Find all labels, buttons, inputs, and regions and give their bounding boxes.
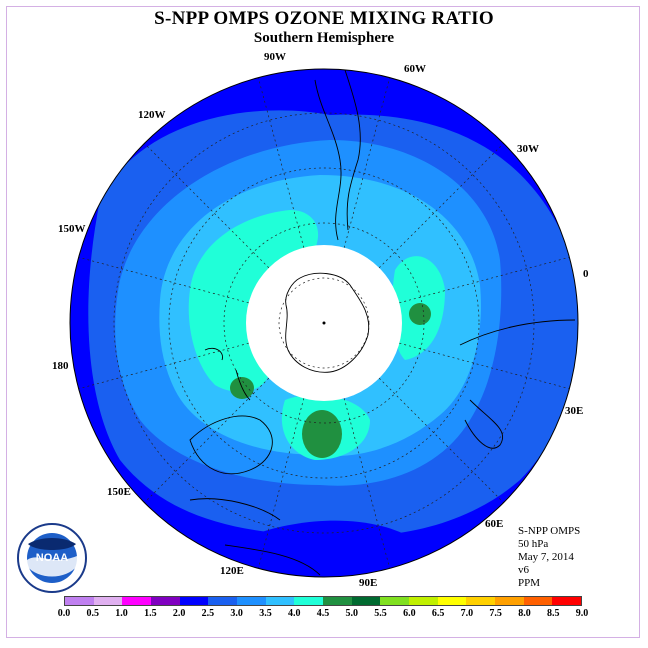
contour-4.5-patch-east [409, 303, 431, 325]
meridian-line [343, 77, 391, 248]
colorbar-cell [552, 597, 582, 605]
meridian-line [78, 342, 249, 390]
colorbar-tick-label: 0.0 [57, 608, 71, 619]
colorbar-cell [495, 597, 524, 605]
colorbar-cell [466, 597, 496, 605]
lon-label-60w: 60W [404, 63, 426, 75]
noaa-logo-text: NOAA [36, 552, 68, 564]
noaa-logo: NOAA [17, 523, 87, 593]
lon-label-0: 0 [583, 268, 589, 280]
lon-label-90w: 90W [264, 51, 286, 63]
south-pole-dot [322, 321, 326, 325]
colorbar-tick-label: 4.0 [287, 608, 301, 619]
graticule-meridians [78, 77, 570, 569]
coastlines [189, 69, 576, 576]
info-block: S-NPP OMPS 50 hPa May 7, 2014 v6 PPM [518, 525, 580, 590]
meridian-line [257, 77, 305, 248]
meridian-line [399, 342, 570, 390]
meridian-line [378, 143, 504, 269]
colorbar-tick-label: 2.0 [172, 608, 186, 619]
colorbar-tick-label: 2.5 [201, 608, 215, 619]
colorbar-cell [437, 597, 467, 605]
meridian-line [343, 398, 391, 569]
colorbar-tick-label: 5.0 [345, 608, 359, 619]
colorbar-cell [208, 597, 238, 605]
colorbar-cell [65, 597, 94, 605]
map-subtitle: Southern Hemisphere [253, 30, 395, 46]
colorbar-cell [237, 597, 266, 605]
info-product: S-NPP OMPS [518, 525, 581, 537]
colorbar-tick-label: 3.5 [259, 608, 272, 619]
ozone-field [70, 69, 578, 577]
colorbar-cell [380, 597, 410, 605]
colorbar-cell [122, 597, 152, 605]
info-date: May 7, 2014 [518, 551, 574, 563]
colorbar-tick-label: 7.5 [489, 608, 502, 619]
new-zealand-coast [204, 347, 251, 401]
lon-label-120w: 120W [138, 109, 166, 121]
figure-frame [6, 6, 640, 638]
colorbar-tick-label: 3.0 [230, 608, 243, 619]
colorbar-tick-label: 8.0 [518, 608, 531, 619]
info-units: PPM [518, 577, 541, 589]
colorbar-cell [409, 597, 438, 605]
meridian-line [144, 143, 270, 269]
colorbar-tick-label: 0.5 [86, 608, 100, 619]
colorbar-cell [294, 597, 324, 605]
colorbar-tick-label: 9.0 [575, 608, 589, 619]
colorbar-tick-label: 7.0 [460, 608, 474, 619]
lon-label-30e: 30E [565, 405, 584, 417]
lon-label-150e: 150E [107, 486, 131, 498]
indonesia-coast [189, 498, 321, 576]
colorbar-cell [179, 597, 209, 605]
meridian-line [144, 377, 270, 503]
colorbar-tick-label: 8.5 [546, 608, 560, 619]
colorbar [64, 596, 582, 606]
colorbar-tick-label: 5.5 [374, 608, 387, 619]
globe-outline [69, 68, 579, 578]
africa-coast [459, 319, 576, 449]
info-version: v6 [518, 564, 529, 576]
colorbar-cell [523, 597, 553, 605]
colorbar-cell [151, 597, 180, 605]
australia-coast [189, 415, 273, 475]
contour-4.5-patch-south [302, 410, 342, 458]
info-level: 50 hPa [518, 538, 549, 550]
colorbar-cell [93, 597, 123, 605]
lon-label-180: 180 [52, 360, 69, 372]
south-america-coast [314, 69, 361, 241]
colorbar-tick-label: 6.0 [403, 608, 416, 619]
meridian-line [257, 398, 305, 569]
lon-label-90e: 90E [359, 577, 378, 589]
colorbar-tick-label: 4.5 [316, 608, 330, 619]
antarctica-coast [285, 272, 370, 373]
map-title: S-NPP OMPS OZONE MIXING RATIO [154, 8, 494, 29]
colorbar-cell [323, 597, 352, 605]
colorbar-tick-label: 1.5 [144, 608, 157, 619]
colorbar-tick-label: 6.5 [431, 608, 445, 619]
lon-label-120e: 120E [220, 565, 244, 577]
colorbar-cell [351, 597, 381, 605]
colorbar-cell [265, 597, 295, 605]
colorbar-tick-label: 1.0 [115, 608, 128, 619]
lon-label-150w: 150W [58, 223, 86, 235]
meridian-line [78, 256, 249, 304]
meridian-line [378, 377, 504, 503]
meridian-line [399, 256, 570, 304]
lon-label-30w: 30W [517, 143, 539, 155]
lon-label-60e: 60E [485, 518, 504, 530]
